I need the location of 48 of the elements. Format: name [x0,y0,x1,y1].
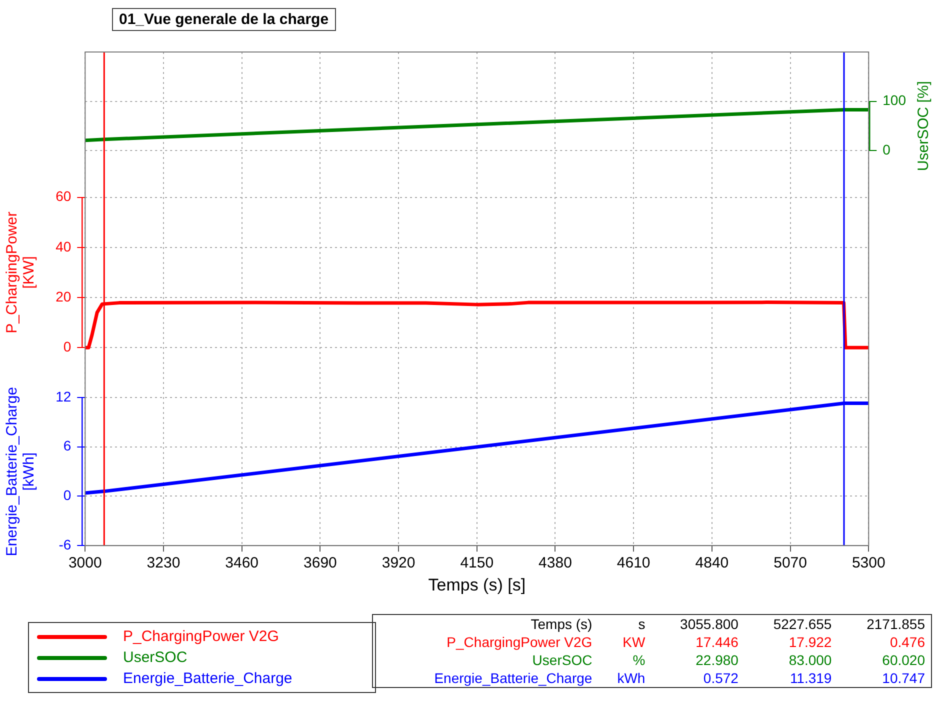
y2-axis-title: UserSOC [%] [915,81,932,172]
y-tick-label: 40 [56,238,72,254]
x-tick-label: 4610 [616,554,650,572]
text: 10.747 [881,669,926,687]
x-tick-label: 4150 [460,554,494,572]
y3-tick-label: -6 [58,536,72,552]
x-tick-label: 3230 [146,554,180,572]
x-tick-label: 4840 [695,554,729,572]
y-axis-title: P_ChargingPower [KW] [3,212,38,334]
x-tick-label: 5300 [852,554,886,572]
text: 3055.800 [679,615,740,633]
y-tick-label: 20 [56,288,72,304]
legend-label: P_ChargingPower V2G [123,628,279,645]
y-tick-label: 60 [56,188,72,204]
x-axis-title: Temps (s) [s] [428,575,526,594]
x-tick-label: 3920 [382,554,416,572]
y3-tick-label: 12 [56,388,72,404]
text: 2171.855 [866,615,926,633]
text: P_ChargingPower V2G [446,633,594,651]
y-tick-label: 0 [63,338,72,355]
chart-title: 01_Vue generale de la charge [112,8,336,31]
x-tick-label: 4380 [538,554,572,572]
text: Temps (s) [530,615,594,633]
text: 11.319 [788,669,833,687]
text: 83.000 [788,651,833,669]
legend-label: Energie_Batterie_Charge [123,670,292,687]
x-tick-label: 3690 [304,554,337,572]
text: % [632,651,646,669]
y2-tick-label: 100 [882,92,906,108]
text: 0.476 [888,633,926,651]
text: s [637,615,646,633]
text: UserSOC [531,651,594,669]
text: kWh [616,669,646,687]
text: KW [622,633,646,651]
text: Energie_Batterie_Charge [433,669,594,687]
text: 0.572 [702,669,740,687]
text: 5227.655 [772,615,833,633]
y3-tick-label: 6 [63,438,72,454]
y3-axis-title: Energie_Batterie_Charge [kWh] [3,386,38,556]
text: 17.446 [694,633,740,651]
x-tick-label: 3000 [68,554,102,572]
legend-label: UserSOC [123,649,188,666]
text: 22.980 [694,651,740,669]
text: 17.922 [788,633,833,651]
y2-tick-label: 0 [882,142,891,158]
x-tick-label: 5070 [774,554,807,572]
x-tick-label: 3460 [225,554,259,572]
text: 60.020 [881,651,926,669]
